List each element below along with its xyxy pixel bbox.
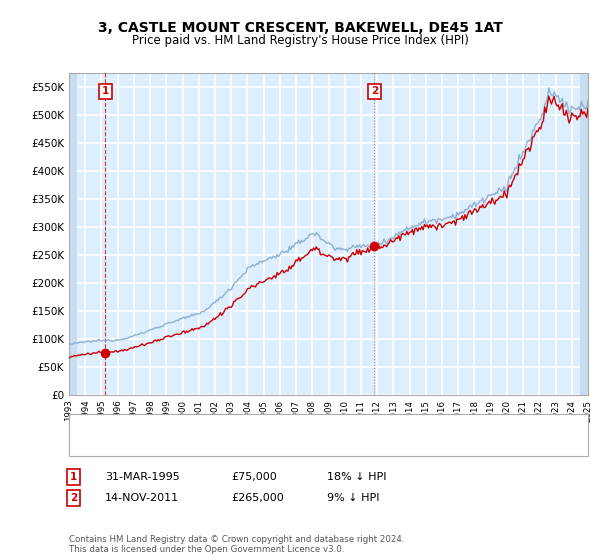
Text: Contains HM Land Registry data © Crown copyright and database right 2024.
This d: Contains HM Land Registry data © Crown c… <box>69 535 404 554</box>
Text: HPI: Average price, detached house, Derbyshire Dales: HPI: Average price, detached house, Derb… <box>114 440 397 450</box>
Bar <box>580 73 588 395</box>
Text: 1: 1 <box>102 86 109 96</box>
Text: 9% ↓ HPI: 9% ↓ HPI <box>327 493 380 503</box>
Text: 3, CASTLE MOUNT CRESCENT, BAKEWELL, DE45 1AT: 3, CASTLE MOUNT CRESCENT, BAKEWELL, DE45… <box>98 21 502 35</box>
Text: 31-MAR-1995: 31-MAR-1995 <box>105 472 180 482</box>
Text: 2: 2 <box>371 86 378 96</box>
Text: £75,000: £75,000 <box>231 472 277 482</box>
Text: £265,000: £265,000 <box>231 493 284 503</box>
Bar <box>69 73 77 395</box>
Text: 3, CASTLE MOUNT CRESCENT, BAKEWELL, DE45 1AT (detached house): 3, CASTLE MOUNT CRESCENT, BAKEWELL, DE45… <box>114 421 482 431</box>
Text: 14-NOV-2011: 14-NOV-2011 <box>105 493 179 503</box>
Text: 2: 2 <box>70 493 77 503</box>
Text: 1: 1 <box>70 472 77 482</box>
Text: 18% ↓ HPI: 18% ↓ HPI <box>327 472 386 482</box>
Text: Price paid vs. HM Land Registry's House Price Index (HPI): Price paid vs. HM Land Registry's House … <box>131 34 469 46</box>
